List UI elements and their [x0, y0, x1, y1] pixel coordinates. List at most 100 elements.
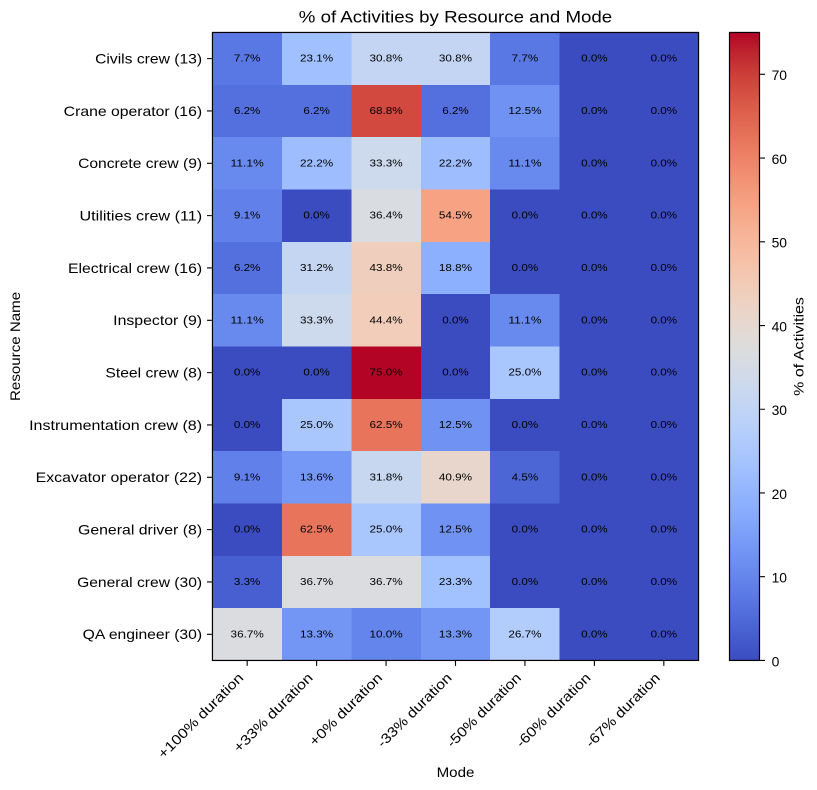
svg-text:11.1%: 11.1% — [231, 158, 264, 169]
svg-text:0.0%: 0.0% — [303, 211, 330, 222]
svg-text:Inspector (9): Inspector (9) — [113, 312, 202, 328]
svg-text:12.5%: 12.5% — [508, 106, 541, 117]
svg-text:% of Activities by Resource an: % of Activities by Resource and Mode — [299, 7, 612, 26]
svg-text:40.9%: 40.9% — [439, 472, 472, 483]
svg-text:Civils crew (13): Civils crew (13) — [95, 50, 202, 66]
svg-text:Steel crew (8): Steel crew (8) — [105, 364, 202, 380]
svg-text:13.3%: 13.3% — [439, 629, 472, 640]
svg-text:7.7%: 7.7% — [234, 54, 261, 65]
svg-text:0.0%: 0.0% — [581, 577, 608, 588]
svg-text:7.7%: 7.7% — [512, 54, 539, 65]
svg-text:0.0%: 0.0% — [651, 368, 678, 379]
svg-text:30.8%: 30.8% — [439, 54, 472, 65]
svg-text:9.1%: 9.1% — [234, 472, 261, 483]
svg-text:33.3%: 33.3% — [300, 315, 333, 326]
svg-text:0.0%: 0.0% — [651, 525, 678, 536]
svg-text:0: 0 — [772, 653, 780, 669]
svg-text:0.0%: 0.0% — [512, 211, 539, 222]
svg-text:0.0%: 0.0% — [581, 158, 608, 169]
svg-text:12.5%: 12.5% — [439, 420, 472, 431]
svg-text:0.0%: 0.0% — [651, 54, 678, 65]
svg-text:23.1%: 23.1% — [300, 54, 333, 65]
svg-text:40: 40 — [772, 318, 788, 334]
svg-text:0.0%: 0.0% — [651, 158, 678, 169]
svg-text:0.0%: 0.0% — [512, 263, 539, 274]
svg-text:13.3%: 13.3% — [300, 629, 333, 640]
svg-text:36.4%: 36.4% — [369, 211, 402, 222]
svg-text:0.0%: 0.0% — [581, 525, 608, 536]
svg-text:0.0%: 0.0% — [303, 368, 330, 379]
svg-text:0.0%: 0.0% — [581, 420, 608, 431]
svg-text:30.8%: 30.8% — [369, 54, 402, 65]
svg-text:Excavator operator (22): Excavator operator (22) — [36, 469, 202, 485]
svg-text:60: 60 — [772, 151, 788, 167]
svg-text:Crane operator (16): Crane operator (16) — [64, 103, 202, 119]
svg-text:3.3%: 3.3% — [234, 577, 261, 588]
svg-text:4.5%: 4.5% — [512, 472, 539, 483]
svg-text:11.1%: 11.1% — [508, 315, 541, 326]
svg-text:6.2%: 6.2% — [234, 106, 261, 117]
svg-text:0.0%: 0.0% — [651, 315, 678, 326]
svg-text:0.0%: 0.0% — [651, 211, 678, 222]
svg-text:0.0%: 0.0% — [512, 525, 539, 536]
svg-text:QA engineer (30): QA engineer (30) — [83, 626, 202, 642]
svg-text:25.0%: 25.0% — [300, 420, 333, 431]
svg-text:30: 30 — [772, 402, 788, 418]
svg-text:0.0%: 0.0% — [442, 315, 469, 326]
svg-text:General crew (30): General crew (30) — [77, 574, 202, 590]
svg-text:75.0%: 75.0% — [369, 368, 402, 379]
svg-text:18.8%: 18.8% — [439, 263, 472, 274]
svg-text:0.0%: 0.0% — [234, 420, 261, 431]
svg-text:22.2%: 22.2% — [439, 158, 472, 169]
svg-text:25.0%: 25.0% — [369, 525, 402, 536]
svg-text:9.1%: 9.1% — [234, 211, 261, 222]
svg-text:44.4%: 44.4% — [369, 315, 402, 326]
svg-text:36.7%: 36.7% — [369, 577, 402, 588]
svg-text:0.0%: 0.0% — [651, 629, 678, 640]
svg-text:Mode: Mode — [437, 764, 475, 780]
svg-text:25.0%: 25.0% — [508, 368, 541, 379]
svg-text:0.0%: 0.0% — [512, 420, 539, 431]
svg-text:54.5%: 54.5% — [439, 211, 472, 222]
svg-text:11.1%: 11.1% — [508, 158, 541, 169]
svg-text:0.0%: 0.0% — [581, 263, 608, 274]
svg-text:23.3%: 23.3% — [439, 577, 472, 588]
svg-text:0.0%: 0.0% — [512, 577, 539, 588]
svg-text:Concrete crew (9): Concrete crew (9) — [78, 155, 202, 171]
svg-text:Instrumentation crew (8): Instrumentation crew (8) — [29, 417, 202, 433]
svg-text:70: 70 — [772, 67, 788, 83]
svg-text:0.0%: 0.0% — [581, 211, 608, 222]
svg-text:General driver (8): General driver (8) — [78, 521, 202, 537]
svg-text:0.0%: 0.0% — [234, 525, 261, 536]
svg-text:0.0%: 0.0% — [581, 368, 608, 379]
svg-text:Electrical crew (16): Electrical crew (16) — [68, 260, 202, 276]
svg-text:31.8%: 31.8% — [369, 472, 402, 483]
svg-text:0.0%: 0.0% — [651, 577, 678, 588]
svg-text:0.0%: 0.0% — [581, 315, 608, 326]
svg-text:0.0%: 0.0% — [651, 472, 678, 483]
svg-text:6.2%: 6.2% — [442, 106, 469, 117]
svg-text:0.0%: 0.0% — [581, 629, 608, 640]
svg-text:33.3%: 33.3% — [369, 158, 402, 169]
svg-text:0.0%: 0.0% — [651, 420, 678, 431]
svg-text:0.0%: 0.0% — [651, 263, 678, 274]
svg-text:62.5%: 62.5% — [369, 420, 402, 431]
svg-text:50: 50 — [772, 235, 788, 251]
svg-text:% of Activities: % of Activities — [790, 297, 806, 396]
svg-text:12.5%: 12.5% — [439, 525, 472, 536]
svg-text:Utilities crew (11): Utilities crew (11) — [80, 207, 203, 223]
svg-text:0.0%: 0.0% — [581, 472, 608, 483]
svg-text:36.7%: 36.7% — [300, 577, 333, 588]
svg-text:43.8%: 43.8% — [369, 263, 402, 274]
svg-text:11.1%: 11.1% — [231, 315, 264, 326]
svg-text:26.7%: 26.7% — [508, 629, 541, 640]
svg-text:68.8%: 68.8% — [369, 106, 402, 117]
svg-text:22.2%: 22.2% — [300, 158, 333, 169]
svg-text:10: 10 — [772, 570, 788, 586]
svg-text:62.5%: 62.5% — [300, 525, 333, 536]
svg-text:13.6%: 13.6% — [300, 472, 333, 483]
svg-text:0.0%: 0.0% — [442, 368, 469, 379]
svg-text:20: 20 — [772, 486, 788, 502]
svg-text:36.7%: 36.7% — [231, 629, 264, 640]
svg-text:Resource Name: Resource Name — [7, 292, 23, 401]
